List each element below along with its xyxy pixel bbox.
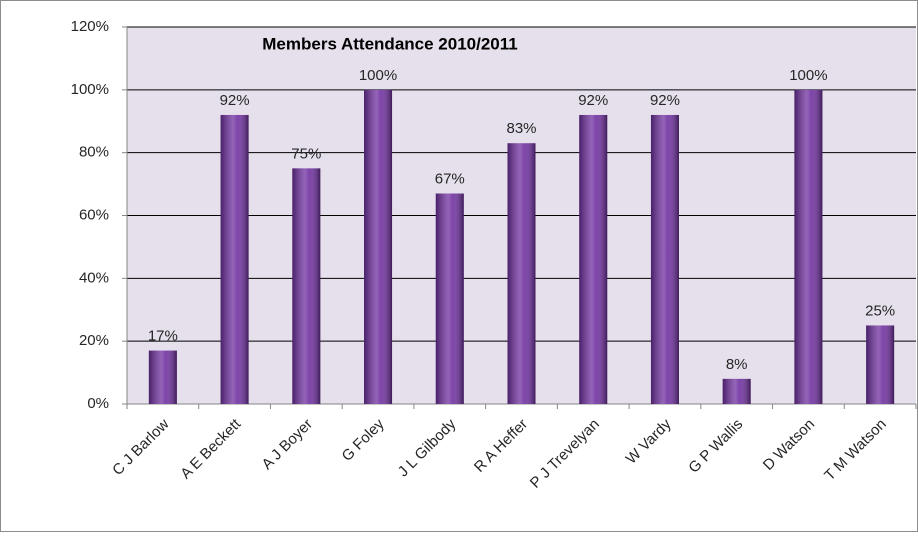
bar-shine (220, 114, 249, 404)
data-label: 67% (435, 170, 465, 187)
y-tick-label: 100% (71, 81, 109, 98)
data-label: 92% (220, 92, 250, 109)
y-tick-label: 0% (87, 395, 109, 412)
bar-shine (579, 114, 608, 404)
data-label: 92% (578, 92, 608, 109)
data-label: 75% (291, 145, 321, 162)
y-tick-label: 120% (71, 18, 109, 35)
data-label: 100% (789, 67, 827, 84)
bar-shine (435, 193, 464, 404)
y-tick-label: 40% (79, 269, 109, 286)
bar-shine (794, 89, 823, 404)
data-label: 92% (650, 92, 680, 109)
bar-shine (148, 350, 177, 404)
chart-title: Members Attendance 2010/2011 (262, 34, 517, 53)
bar-shine (650, 114, 679, 404)
data-label: 8% (726, 356, 748, 373)
y-tick-label: 20% (79, 332, 109, 349)
bar-shine (722, 378, 751, 404)
bar-shine (364, 89, 393, 404)
bar-shine (507, 143, 536, 404)
y-tick-label: 80% (79, 144, 109, 161)
data-label: 17% (148, 328, 178, 345)
bar-shine (292, 168, 321, 404)
data-label: 83% (506, 120, 536, 137)
data-label: 25% (865, 302, 895, 319)
y-tick-label: 60% (79, 206, 109, 223)
data-label: 100% (359, 67, 397, 84)
bar-shine (866, 325, 895, 404)
